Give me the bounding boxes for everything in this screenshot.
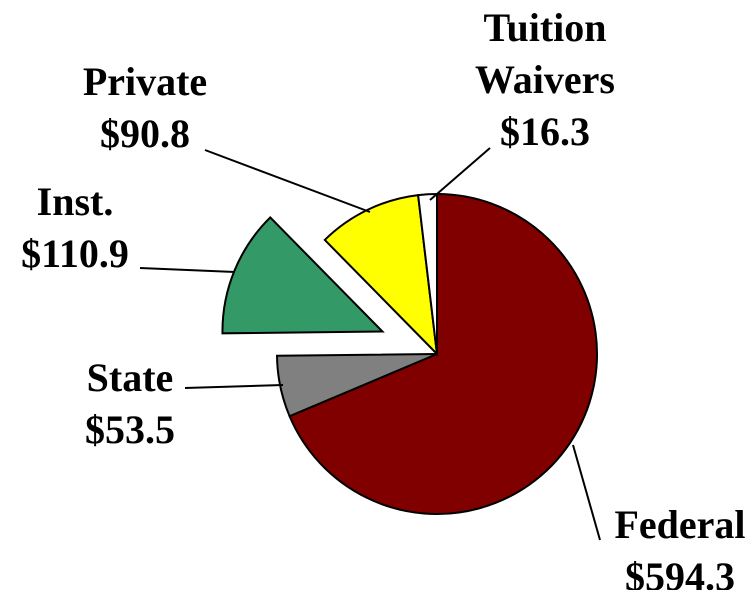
category-label: Inst. (36, 179, 114, 224)
leader-line (139, 267, 236, 273)
leader-line (572, 444, 601, 541)
category-label: Tuition Waivers (475, 5, 615, 102)
value-label: $16.3 (500, 109, 590, 154)
slice-label: Private $90.8 (55, 56, 235, 160)
category-label: Federal (614, 502, 746, 547)
slice-label: Federal $594.3 (580, 499, 752, 590)
value-label: $90.8 (100, 111, 190, 156)
slice-label: State $53.5 (50, 352, 210, 456)
pie-slice (275, 353, 438, 418)
value-label: $110.9 (21, 231, 129, 276)
category-label: Private (82, 59, 208, 104)
category-label: State (86, 355, 174, 400)
pie-slice (288, 192, 598, 515)
pie-slice (323, 194, 439, 357)
value-label: $53.5 (85, 407, 175, 452)
slice-label: Tuition Waivers $16.3 (450, 2, 640, 158)
leader-line (204, 149, 371, 213)
leader-line (184, 384, 284, 389)
slice-label: Inst. $110.9 (0, 176, 155, 280)
pie-slice (221, 216, 385, 335)
leader-line (429, 147, 491, 201)
value-label: $594.3 (625, 554, 735, 590)
